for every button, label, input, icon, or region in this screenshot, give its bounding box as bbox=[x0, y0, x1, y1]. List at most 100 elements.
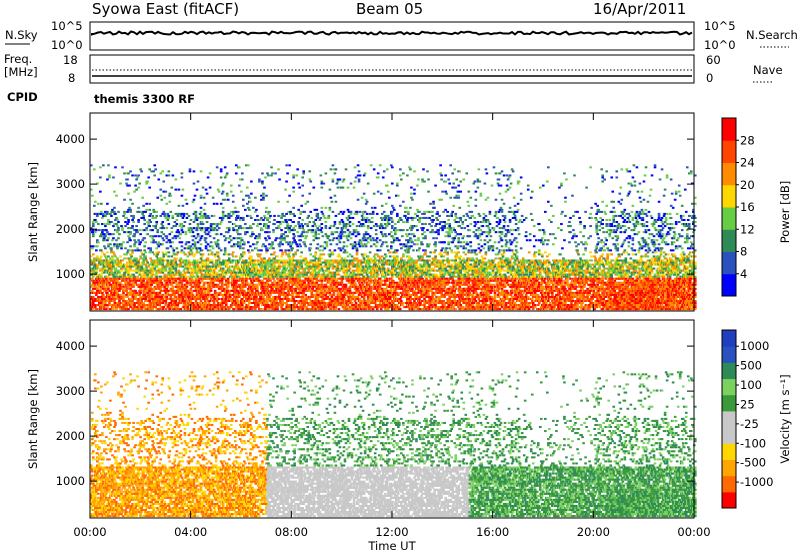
power-cell bbox=[335, 215, 338, 217]
power-cell bbox=[277, 288, 280, 290]
power-cell bbox=[303, 211, 306, 213]
power-cell bbox=[250, 255, 253, 257]
power-cell bbox=[325, 288, 328, 290]
power-cell bbox=[111, 259, 114, 261]
power-cell bbox=[250, 181, 253, 183]
power-cell bbox=[135, 225, 138, 227]
power-cell bbox=[301, 308, 304, 310]
power-cell bbox=[278, 268, 281, 270]
power-cell bbox=[329, 292, 332, 294]
power-cell bbox=[161, 262, 164, 264]
power-cell bbox=[321, 306, 324, 308]
power-cell bbox=[271, 282, 274, 284]
power-cell bbox=[286, 201, 289, 203]
power-cell bbox=[157, 241, 160, 243]
power-cell bbox=[132, 217, 135, 219]
power-cell bbox=[265, 251, 268, 253]
power-cell bbox=[137, 300, 140, 302]
power-cell bbox=[340, 237, 343, 239]
power-cell bbox=[314, 235, 317, 237]
power-cell bbox=[132, 286, 135, 288]
power-cell bbox=[183, 213, 186, 215]
power-cell bbox=[106, 306, 109, 308]
power-cell bbox=[114, 298, 117, 300]
power-cell bbox=[297, 183, 300, 185]
power-cell bbox=[91, 247, 94, 249]
power-cell bbox=[292, 176, 295, 178]
power-cell bbox=[134, 282, 137, 284]
power-cell bbox=[182, 205, 185, 207]
power-cell bbox=[193, 255, 196, 257]
power-cell bbox=[184, 274, 187, 276]
power-cell bbox=[292, 191, 295, 193]
power-cell bbox=[201, 280, 204, 282]
power-cell bbox=[273, 219, 276, 221]
power-cell bbox=[187, 276, 190, 278]
power-cell bbox=[331, 231, 334, 233]
power-cell bbox=[116, 231, 119, 233]
power-cell bbox=[148, 209, 151, 211]
power-cell bbox=[109, 308, 112, 310]
power-cell bbox=[156, 243, 159, 245]
power-cell bbox=[330, 197, 333, 199]
power-cell bbox=[100, 276, 103, 278]
power-cell bbox=[344, 249, 347, 251]
power-cell bbox=[231, 262, 234, 264]
power-cell bbox=[300, 233, 303, 235]
power-cell bbox=[191, 292, 194, 294]
power-cell bbox=[221, 298, 224, 300]
power-cell bbox=[271, 241, 274, 243]
power-cell bbox=[131, 300, 134, 302]
power-cell bbox=[250, 227, 253, 229]
power-cell bbox=[263, 215, 266, 217]
power-cell bbox=[203, 284, 206, 286]
power-cell bbox=[222, 211, 225, 213]
power-cell bbox=[339, 247, 342, 249]
power-cell bbox=[256, 288, 259, 290]
power-cell bbox=[322, 270, 325, 272]
power-cell bbox=[108, 176, 111, 178]
power-cell bbox=[276, 306, 279, 308]
power-cell bbox=[137, 239, 140, 241]
power-cell bbox=[224, 306, 227, 308]
power-cell bbox=[113, 253, 116, 255]
power-cell bbox=[199, 217, 202, 219]
power-cell bbox=[273, 280, 276, 282]
power-cell bbox=[106, 239, 109, 241]
power-cell bbox=[100, 308, 103, 310]
power-cell bbox=[217, 189, 220, 191]
power-cell bbox=[293, 215, 296, 217]
power-cell bbox=[150, 276, 153, 278]
power-cell bbox=[298, 243, 301, 245]
power-cell bbox=[262, 243, 265, 245]
power-cell bbox=[250, 217, 253, 219]
power-cell bbox=[141, 213, 144, 215]
power-cell bbox=[138, 229, 141, 231]
power-cell bbox=[214, 255, 217, 257]
power-cell bbox=[216, 241, 219, 243]
power-cell bbox=[129, 211, 132, 213]
power-cell bbox=[104, 235, 107, 237]
power-cell bbox=[262, 197, 265, 199]
power-cell bbox=[123, 257, 126, 259]
power-cell bbox=[241, 304, 244, 306]
power-cell bbox=[207, 296, 210, 298]
power-cell bbox=[279, 278, 282, 280]
power-cell bbox=[319, 262, 322, 264]
power-cell bbox=[303, 282, 306, 284]
power-cell bbox=[99, 191, 102, 193]
power-cell bbox=[299, 282, 302, 284]
power-cell bbox=[292, 270, 295, 272]
power-cell bbox=[345, 266, 348, 268]
power-cell bbox=[206, 229, 209, 231]
power-cell bbox=[155, 278, 158, 280]
power-cell bbox=[141, 257, 144, 259]
power-cell bbox=[167, 213, 170, 215]
power-cell bbox=[235, 288, 238, 290]
power-cell bbox=[104, 270, 107, 272]
power-cell bbox=[148, 215, 151, 217]
power-cell bbox=[123, 213, 126, 215]
power-cell bbox=[321, 207, 324, 209]
power-cell bbox=[169, 239, 172, 241]
power-cell bbox=[228, 229, 231, 231]
